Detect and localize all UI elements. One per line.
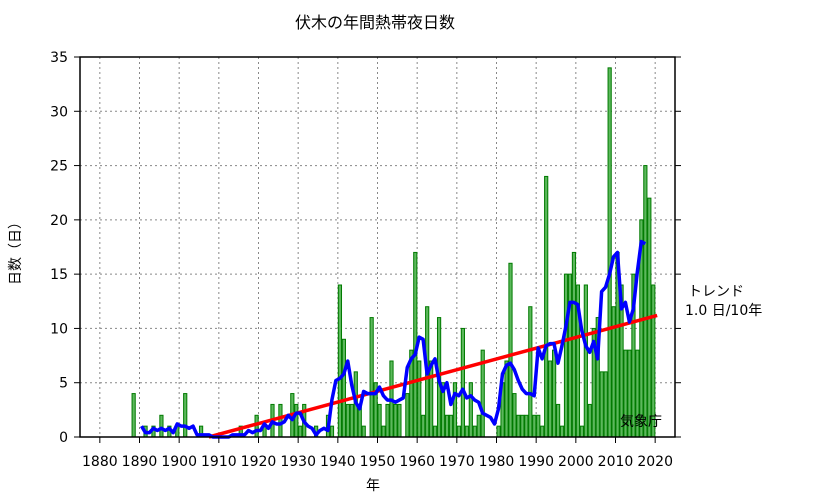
bar-1991 [540, 425, 545, 438]
bar-1930 [298, 425, 303, 438]
y-tick-label: 10 [50, 321, 68, 337]
bar-1975 [476, 414, 481, 438]
bar-2006 [599, 371, 604, 438]
bar-1988 [528, 306, 533, 438]
bar-1993 [548, 360, 553, 438]
bar-1960 [417, 360, 422, 438]
x-tick-label: 1920 [241, 454, 277, 470]
x-tick-label: 2010 [598, 454, 634, 470]
bar-1972 [464, 425, 469, 438]
bar-1973 [468, 382, 473, 438]
x-tick-label: 1960 [399, 454, 435, 470]
bar-1957 [405, 393, 410, 438]
bar-1982 [504, 360, 509, 438]
y-tick-label: 35 [50, 50, 68, 66]
bar-1929 [294, 403, 299, 438]
x-tick-label: 2000 [558, 454, 594, 470]
bar-1996 [559, 425, 565, 438]
bar-2001 [579, 425, 584, 438]
y-tick-label: 20 [50, 213, 68, 229]
bar-1999 [571, 251, 577, 438]
bar-1948 [369, 317, 374, 438]
bar-2008 [607, 67, 612, 438]
y-tick-label: 30 [50, 104, 68, 120]
bar-1980 [496, 425, 501, 438]
y-axis-label: 日数（日） [8, 215, 24, 285]
bar-1967 [444, 414, 450, 438]
bar-1961 [421, 414, 426, 438]
bar-1954 [393, 403, 398, 438]
bar-1974 [472, 425, 477, 438]
bar-1952 [385, 403, 390, 438]
bar-1994 [552, 349, 557, 438]
trend-value: 1.0 日/10年 [685, 303, 762, 319]
bar-1964 [433, 425, 438, 438]
bar-1940 [337, 284, 343, 438]
bar-1985 [516, 414, 521, 438]
bar-1990 [536, 414, 541, 438]
bar-1951 [381, 425, 386, 438]
y-tick-label: 15 [50, 267, 68, 283]
x-tick-label: 1890 [122, 454, 158, 470]
bar-1984 [512, 393, 517, 438]
x-tick-label: 1900 [161, 454, 197, 470]
bar-1992 [544, 175, 549, 438]
bar-1963 [429, 360, 434, 438]
bar-1943 [349, 403, 354, 438]
x-tick-label: 1940 [320, 454, 356, 470]
bar-2007 [603, 371, 608, 438]
bar-1901 [183, 393, 188, 438]
bar-1946 [361, 425, 366, 438]
bar-1997 [563, 273, 569, 438]
bars [131, 67, 656, 438]
bar-2002 [583, 284, 588, 438]
x-tick-label: 1930 [280, 454, 316, 470]
bar-1983 [508, 262, 513, 438]
bar-1971 [460, 327, 465, 438]
x-tick-label: 1990 [518, 454, 554, 470]
bar-2017 [643, 165, 648, 438]
bar-1986 [520, 414, 525, 438]
x-tick-label: 1980 [479, 454, 515, 470]
bar-1987 [524, 414, 529, 438]
x-tick-label: 2020 [637, 454, 673, 470]
bar-1895 [159, 414, 164, 438]
source-label: 気象庁 [620, 414, 662, 430]
x-tick-label: 1910 [201, 454, 237, 470]
bar-1989 [532, 414, 537, 438]
y-tick-label: 25 [50, 159, 68, 175]
bar-1888 [131, 393, 136, 438]
bar-1955 [397, 403, 402, 438]
axes: 1880 1890 1900 1910 1920 1930 1940 1950 1960 1970… [50, 50, 681, 470]
x-tick-label: 1880 [82, 454, 118, 470]
chart-title: 伏木の年間熱帯夜日数 [295, 13, 455, 32]
bar-1998 [567, 273, 573, 438]
bar-1941 [341, 338, 346, 438]
y-tick-label: 0 [59, 430, 68, 446]
bar-1995 [555, 403, 561, 438]
bar-1942 [345, 403, 350, 438]
bar-1969 [452, 382, 458, 438]
bar-1950 [377, 403, 382, 438]
bar-2003 [587, 403, 592, 438]
trend-label: トレンド [688, 284, 744, 300]
bar-1968 [448, 414, 454, 438]
bar-1970 [456, 425, 462, 438]
y-tick-label: 5 [59, 376, 68, 392]
bar-1925 [278, 403, 283, 438]
x-axis-label: 年 [366, 478, 380, 494]
bar-1938 [329, 425, 335, 438]
x-tick-label: 1950 [360, 454, 396, 470]
x-tick-label: 1970 [439, 454, 475, 470]
